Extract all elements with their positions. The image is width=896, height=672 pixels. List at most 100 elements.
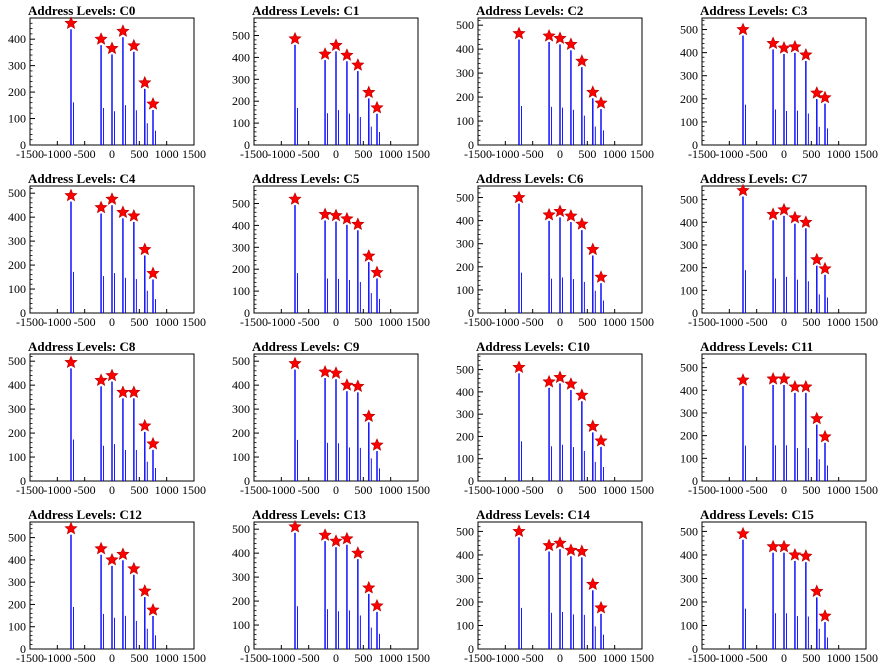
- peak-marker: [818, 261, 832, 275]
- chart-title: Address Levels: C7: [700, 171, 808, 186]
- y-tick-label: 500: [456, 363, 474, 377]
- y-tick-label: 0: [692, 138, 698, 152]
- peak-marker: [127, 38, 141, 52]
- x-tick-label: 1500: [854, 315, 878, 329]
- peak-marker: [362, 249, 376, 262]
- peak-marker: [288, 519, 302, 533]
- peak-marker: [542, 207, 556, 221]
- y-tick-label: 200: [680, 429, 698, 443]
- x-tick-label: -500: [298, 651, 320, 665]
- x-tick-label: 1000: [155, 651, 179, 665]
- x-tick-label: 1000: [603, 483, 627, 497]
- y-tick-label: 300: [232, 240, 250, 254]
- x-tick-label: 1000: [827, 315, 851, 329]
- x-tick-label: -500: [74, 315, 96, 329]
- x-tick-label: 1000: [379, 483, 403, 497]
- x-tick-label: -1000: [267, 315, 295, 329]
- chart-title: Address Levels: C13: [252, 507, 366, 522]
- y-tick-label: 0: [20, 138, 26, 152]
- x-tick-label: -1000: [715, 147, 743, 161]
- peak-marker: [64, 521, 78, 535]
- peak-marker: [329, 38, 343, 52]
- x-tick-label: -1000: [43, 651, 71, 665]
- peak-marker: [370, 598, 384, 612]
- x-tick-label: 500: [354, 315, 372, 329]
- y-tick-label: 200: [8, 85, 26, 99]
- peak-marker: [329, 366, 343, 379]
- x-tick-label: 1500: [854, 483, 878, 497]
- x-tick-label: 0: [333, 483, 339, 497]
- x-tick-label: 1000: [155, 483, 179, 497]
- x-tick-label: -1000: [43, 483, 71, 497]
- x-tick-label: 1500: [406, 147, 430, 161]
- x-tick-label: 1000: [603, 147, 627, 161]
- y-tick-label: 0: [468, 138, 474, 152]
- peak-marker: [594, 600, 608, 614]
- x-tick-label: 500: [802, 651, 820, 665]
- y-tick-label: 200: [680, 595, 698, 609]
- x-tick-label: 1000: [603, 651, 627, 665]
- x-tick-label: 1500: [630, 315, 654, 329]
- x-tick-label: 500: [802, 315, 820, 329]
- peak-marker: [810, 411, 824, 425]
- peak-marker: [512, 26, 526, 40]
- y-tick-label: 0: [692, 306, 698, 320]
- peak-marker: [318, 364, 332, 378]
- y-tick-label: 500: [680, 361, 698, 375]
- y-tick-label: 300: [8, 575, 26, 589]
- chart-panel-13: Address Levels: C13 0 100 200 300 400 500 -1500…: [232, 507, 430, 665]
- peak-marker: [788, 379, 802, 393]
- peak-marker: [105, 192, 119, 205]
- y-tick-label: 0: [468, 474, 474, 488]
- peak-marker: [146, 603, 160, 616]
- peak-marker: [64, 188, 78, 202]
- peak-marker: [542, 538, 556, 552]
- x-tick-label: -1500: [688, 315, 716, 329]
- chart-title: Address Levels: C0: [28, 3, 135, 18]
- y-tick-label: 200: [232, 262, 250, 276]
- x-tick-label: -1500: [240, 147, 268, 161]
- chart-panel-3: Address Levels: C30100200300400500-1500-…: [680, 3, 878, 161]
- y-tick-label: 400: [456, 385, 474, 399]
- x-tick-label: 1500: [630, 147, 654, 161]
- x-tick-label: 500: [354, 483, 372, 497]
- x-tick-label: -500: [522, 483, 544, 497]
- x-tick-label: 0: [781, 651, 787, 665]
- x-tick-label: 500: [802, 147, 820, 161]
- x-tick-label: 0: [781, 147, 787, 161]
- peak-marker: [777, 41, 791, 54]
- y-tick-label: 400: [456, 42, 474, 56]
- peak-marker: [362, 85, 376, 99]
- peak-marker: [138, 75, 152, 89]
- chart-panel-2: Address Levels: C20100200300400500-1500-…: [456, 3, 654, 161]
- x-tick-label: 500: [354, 147, 372, 161]
- y-tick-label: 400: [680, 383, 698, 397]
- peak-marker: [94, 32, 108, 45]
- y-tick-label: 500: [232, 29, 250, 43]
- peak-marker: [564, 209, 578, 222]
- peak-marker: [799, 215, 813, 228]
- y-tick-label: 500: [232, 522, 250, 536]
- y-tick-label: 200: [456, 90, 474, 104]
- x-tick-label: 1500: [854, 651, 878, 665]
- peak-marker: [586, 577, 600, 590]
- chart-title: Address Levels: C8: [28, 339, 136, 354]
- x-tick-label: -1500: [16, 147, 44, 161]
- y-tick-label: 100: [680, 618, 698, 632]
- x-tick-label: 1500: [182, 483, 206, 497]
- chart-title: Address Levels: C11: [700, 339, 813, 354]
- chart-title: Address Levels: C9: [252, 339, 360, 354]
- peak-marker: [553, 370, 567, 384]
- y-tick-label: 300: [8, 59, 26, 73]
- y-tick-label: 0: [244, 306, 250, 320]
- chart-panel-14: Address Levels: C14 0 100 200 300 400 500 -1500…: [456, 507, 654, 665]
- x-tick-label: -1000: [491, 315, 519, 329]
- x-tick-label: -1000: [267, 651, 295, 665]
- y-tick-label: 0: [692, 642, 698, 656]
- x-tick-label: 1500: [182, 315, 206, 329]
- y-tick-label: 400: [232, 546, 250, 560]
- y-tick-label: 200: [8, 597, 26, 611]
- x-tick-label: 1500: [630, 483, 654, 497]
- x-tick-label: -500: [74, 147, 96, 161]
- x-tick-label: 1000: [827, 147, 851, 161]
